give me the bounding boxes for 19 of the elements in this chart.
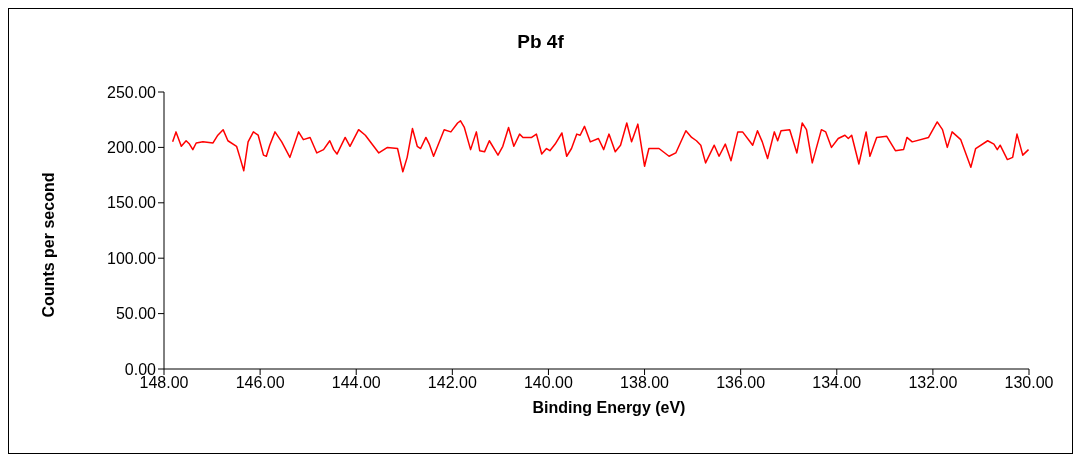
x-tick-label: 138.00 bbox=[620, 374, 670, 392]
x-tick-label: 136.00 bbox=[716, 374, 766, 392]
x-tick-label: 148.00 bbox=[139, 374, 189, 392]
x-tick-label: 140.00 bbox=[523, 374, 574, 392]
y-tick-label: 200.00 bbox=[107, 139, 157, 157]
y-tick-label: 250.00 bbox=[107, 83, 157, 101]
x-tick-label: 134.00 bbox=[812, 374, 862, 392]
y-tick-label: 50.00 bbox=[115, 305, 157, 323]
x-tick-label: 144.00 bbox=[331, 374, 381, 392]
x-tick-label: 132.00 bbox=[908, 374, 958, 392]
y-tick-label: 100.00 bbox=[107, 249, 157, 267]
x-axis-title: Binding Energy (eV) bbox=[531, 399, 687, 417]
x-tick-label: 146.00 bbox=[235, 374, 285, 392]
chart-title: Pb 4f bbox=[516, 31, 565, 53]
x-tick-label: 130.00 bbox=[1004, 374, 1054, 392]
line-series bbox=[171, 120, 1029, 173]
y-tick-label: 150.00 bbox=[107, 194, 157, 212]
x-tick-label: 142.00 bbox=[427, 374, 477, 392]
y-axis-title: Counts per second bbox=[40, 172, 58, 318]
